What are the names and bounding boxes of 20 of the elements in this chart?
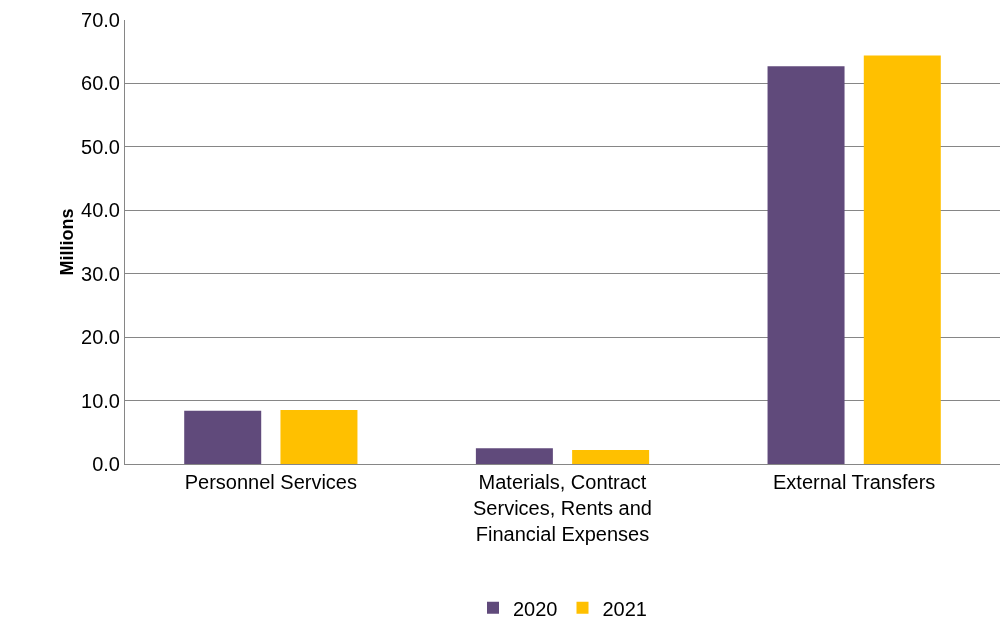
x-tick-label: Personnel Services — [184, 471, 357, 493]
y-tick-label: 70.0 — [81, 9, 120, 31]
bar — [767, 66, 845, 464]
bar — [572, 450, 650, 464]
bar — [184, 410, 262, 464]
legend-label: 2021 — [602, 597, 647, 620]
y-tick-label: 0.0 — [92, 453, 120, 475]
bar — [863, 55, 941, 464]
y-tick-label: 20.0 — [81, 326, 120, 349]
y-tick-label: 60.0 — [81, 72, 120, 95]
bar — [280, 410, 358, 464]
y-tick-label: 40.0 — [81, 199, 120, 222]
x-tick-label: Materials, Contract Services, Rents and Financial Expenses — [473, 471, 652, 545]
x-tick-label: External Transfers — [773, 471, 936, 493]
y-tick-label: 30.0 — [81, 262, 120, 285]
y-axis-title: Millions — [57, 208, 78, 276]
bar — [475, 448, 553, 464]
y-tick-label: 50.0 — [81, 135, 120, 158]
y-tick-label: 10.0 — [81, 389, 120, 412]
legend-label: 2020 — [513, 597, 558, 620]
